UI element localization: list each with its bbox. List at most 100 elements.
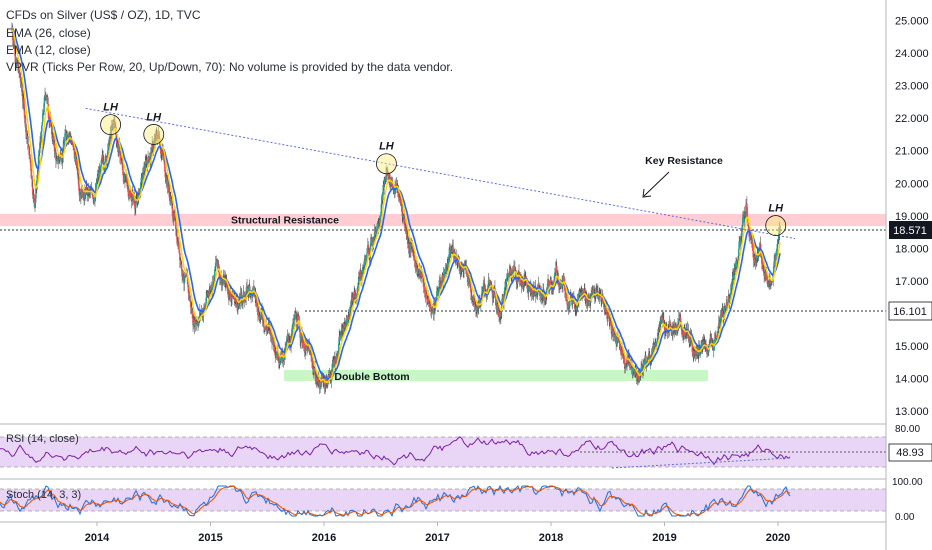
candle-body (105, 156, 107, 160)
candle-body (448, 254, 450, 261)
candle-body (179, 260, 182, 261)
candle-body (523, 281, 525, 286)
candle-body (121, 164, 124, 171)
price-tick-label: 25.000 (895, 16, 929, 28)
candle-body (750, 236, 753, 241)
time-tick-label: 2020 (766, 532, 790, 544)
candle-body (316, 377, 318, 381)
candle-body (668, 321, 671, 330)
candle-body (351, 296, 353, 300)
candle-body (473, 299, 476, 305)
stoch-legend[interactable]: Stoch (14, 3, 3) (6, 489, 82, 501)
candle-body (144, 163, 147, 171)
candle-body (747, 226, 750, 232)
candle-body (418, 273, 420, 274)
candle-body (559, 286, 562, 288)
candle-body (647, 359, 649, 361)
candle-body (626, 362, 629, 364)
candle-body (217, 261, 219, 264)
candle-body (376, 223, 379, 225)
candle-body (492, 295, 494, 299)
candle-body (230, 298, 233, 300)
candle-body (171, 208, 174, 217)
candle-body (299, 331, 301, 339)
candle-body (740, 235, 743, 237)
candle-body (211, 283, 214, 290)
candle-body (403, 218, 406, 223)
candle-body (562, 279, 565, 283)
candle-body (317, 378, 319, 382)
candle-body (632, 367, 634, 375)
candle-body (576, 304, 578, 311)
candle-body (356, 293, 359, 298)
candle-body (349, 305, 352, 311)
candle-body (404, 222, 406, 229)
candle-body (633, 367, 635, 372)
candle-body (405, 228, 408, 233)
lh-label: LH (768, 203, 784, 215)
candle-body (310, 355, 313, 357)
candle-body (778, 227, 781, 234)
candle-body (702, 341, 704, 344)
candle-body (212, 281, 215, 287)
candle-body (719, 320, 721, 327)
candle-body (682, 330, 685, 336)
candle-body (238, 299, 240, 306)
candle-body (651, 353, 653, 359)
candle-body (377, 224, 380, 226)
candle-body (315, 381, 317, 382)
candle-body (754, 261, 757, 264)
candle-body (411, 246, 414, 249)
candle-body (645, 362, 647, 364)
candle-body (514, 266, 516, 270)
candle-body (180, 264, 183, 271)
candle-body (273, 346, 276, 351)
candle-body (591, 289, 593, 295)
candle-body (439, 282, 442, 285)
time-axis[interactable]: 2014 2015 2016 2017 2018 2019 2020 (85, 522, 790, 544)
candle-body (370, 237, 372, 244)
candle-body (344, 324, 346, 328)
rsi-legend[interactable]: RSI (14, close) (6, 433, 79, 445)
ema26-legend[interactable]: EMA (26, close) (6, 26, 91, 40)
candle-body (380, 212, 382, 221)
candle-body (397, 190, 400, 193)
candle-body (145, 161, 148, 164)
descending-trendline[interactable] (85, 107, 796, 240)
candle-body (465, 268, 468, 276)
candle-body (260, 310, 262, 316)
candle-body (206, 294, 209, 295)
candle-body (160, 153, 163, 155)
candle-body (30, 170, 33, 179)
candle-body (618, 342, 621, 348)
candle-body (439, 280, 441, 283)
price-tick-label: 19.000 (895, 211, 929, 223)
candle-body (118, 144, 121, 154)
candle-body (63, 140, 66, 145)
candle-body (622, 355, 625, 358)
candle-body (75, 159, 78, 164)
candle-body (710, 339, 713, 341)
symbol-legend[interactable]: CFDs on Silver (US$ / OZ), 1D, TVC (6, 8, 201, 22)
candle-body (651, 352, 654, 354)
candle-body (669, 321, 671, 326)
candle-body (352, 299, 355, 302)
candle-body (470, 292, 473, 297)
candle-body (744, 212, 747, 216)
candle-body (708, 345, 711, 347)
candle-body (408, 243, 410, 250)
candle-body (43, 103, 45, 112)
candle-body (681, 329, 683, 331)
candle-body (168, 186, 170, 190)
current-price-badge (889, 221, 932, 239)
candle-body (369, 243, 372, 252)
candle-body (64, 133, 66, 141)
vpvr-legend[interactable]: VPVR (Ticks Per Row, 20, Up/Down, 70): N… (6, 60, 454, 74)
candle-body (508, 270, 511, 276)
candle-body (421, 275, 424, 278)
ema12-legend[interactable]: EMA (12, close) (6, 43, 91, 57)
candle-body (288, 339, 290, 342)
candle-body (729, 298, 731, 302)
price-axis[interactable]: 25.000 24.000 23.000 22.000 21.000 20.000 19.0… (895, 16, 929, 419)
